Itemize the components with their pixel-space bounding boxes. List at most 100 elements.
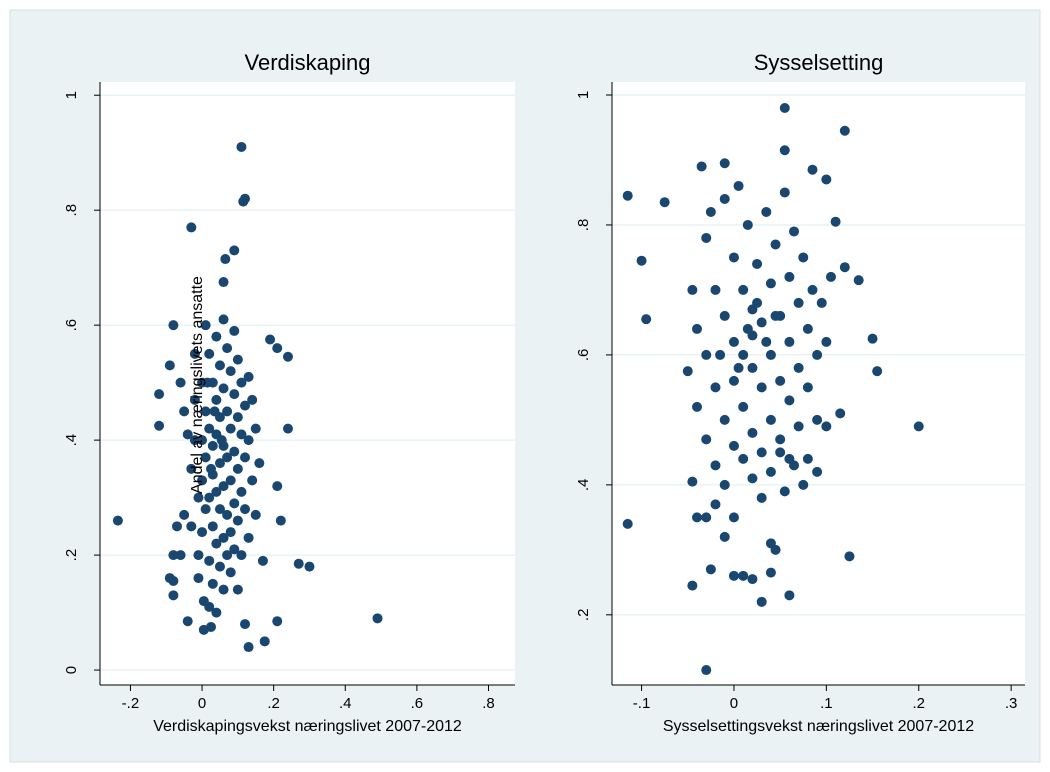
plot-area bbox=[100, 82, 515, 685]
point bbox=[229, 446, 240, 457]
point bbox=[243, 642, 254, 653]
y-tick-label: 1 bbox=[63, 91, 80, 99]
point bbox=[211, 607, 222, 618]
point bbox=[222, 509, 233, 520]
point bbox=[171, 521, 182, 532]
point bbox=[784, 395, 795, 406]
point bbox=[265, 334, 276, 345]
point bbox=[216, 435, 227, 446]
point bbox=[204, 423, 215, 434]
point bbox=[240, 452, 251, 463]
point bbox=[742, 323, 753, 334]
point bbox=[293, 558, 304, 569]
point bbox=[182, 616, 193, 627]
y-tick-label: .2 bbox=[575, 609, 592, 622]
point bbox=[839, 262, 850, 273]
x-tick-label: .3 bbox=[1005, 695, 1018, 712]
point bbox=[222, 550, 233, 561]
point bbox=[756, 447, 767, 458]
point bbox=[687, 580, 698, 591]
point bbox=[761, 336, 772, 347]
point bbox=[789, 226, 800, 237]
x-axis-label: Sysselsettingsvekst næringslivet 2007-20… bbox=[663, 718, 974, 735]
point bbox=[112, 515, 123, 526]
point bbox=[747, 427, 758, 438]
x-tick-label: .1 bbox=[820, 695, 833, 712]
point bbox=[807, 284, 818, 295]
point bbox=[682, 366, 693, 377]
point bbox=[218, 314, 229, 325]
point bbox=[701, 434, 712, 445]
point bbox=[225, 366, 236, 377]
point bbox=[197, 527, 208, 538]
point bbox=[756, 492, 767, 503]
plot-area bbox=[612, 82, 1025, 685]
y-tick-label: .8 bbox=[63, 204, 80, 217]
point bbox=[209, 406, 220, 417]
point bbox=[214, 360, 225, 371]
point bbox=[765, 567, 776, 578]
point bbox=[798, 252, 809, 263]
point bbox=[193, 492, 204, 503]
point bbox=[207, 440, 218, 451]
y-axis-label: Andel av næringslivets ansatte bbox=[189, 276, 206, 494]
point bbox=[218, 481, 229, 492]
point bbox=[719, 158, 730, 169]
point bbox=[218, 584, 229, 595]
point bbox=[733, 362, 744, 373]
point bbox=[765, 349, 776, 360]
x-tick-label: 0 bbox=[730, 695, 738, 712]
point bbox=[770, 239, 781, 250]
point bbox=[193, 550, 204, 561]
point bbox=[259, 636, 270, 647]
point bbox=[728, 512, 739, 523]
point bbox=[719, 310, 730, 321]
point bbox=[710, 499, 721, 510]
point bbox=[182, 429, 193, 440]
point bbox=[272, 616, 283, 627]
point bbox=[257, 555, 268, 566]
point bbox=[867, 333, 878, 344]
point bbox=[193, 573, 204, 584]
point bbox=[784, 271, 795, 282]
point bbox=[207, 521, 218, 532]
point bbox=[204, 348, 215, 359]
point bbox=[225, 527, 236, 538]
point bbox=[200, 504, 211, 515]
point bbox=[692, 323, 703, 334]
point bbox=[204, 492, 215, 503]
point bbox=[272, 343, 283, 354]
point bbox=[705, 206, 716, 217]
point bbox=[812, 414, 823, 425]
point bbox=[206, 463, 217, 474]
point bbox=[186, 521, 197, 532]
point bbox=[214, 458, 225, 469]
point bbox=[304, 561, 315, 572]
point bbox=[872, 366, 883, 377]
point bbox=[802, 382, 813, 393]
point bbox=[844, 551, 855, 562]
point bbox=[687, 476, 698, 487]
point bbox=[719, 531, 730, 542]
point bbox=[197, 435, 208, 446]
point bbox=[913, 421, 924, 432]
point bbox=[214, 504, 225, 515]
chart-title: Sysselsetting bbox=[754, 50, 884, 75]
point bbox=[222, 343, 233, 354]
point bbox=[200, 452, 211, 463]
point bbox=[238, 196, 249, 207]
point bbox=[189, 348, 200, 359]
point bbox=[243, 532, 254, 543]
point bbox=[186, 463, 197, 474]
point bbox=[207, 578, 218, 589]
point bbox=[742, 219, 753, 230]
point bbox=[701, 512, 712, 523]
point bbox=[802, 323, 813, 334]
point bbox=[692, 401, 703, 412]
point bbox=[807, 164, 818, 175]
point bbox=[282, 423, 293, 434]
point bbox=[738, 453, 749, 464]
point bbox=[765, 414, 776, 425]
point bbox=[236, 141, 247, 152]
